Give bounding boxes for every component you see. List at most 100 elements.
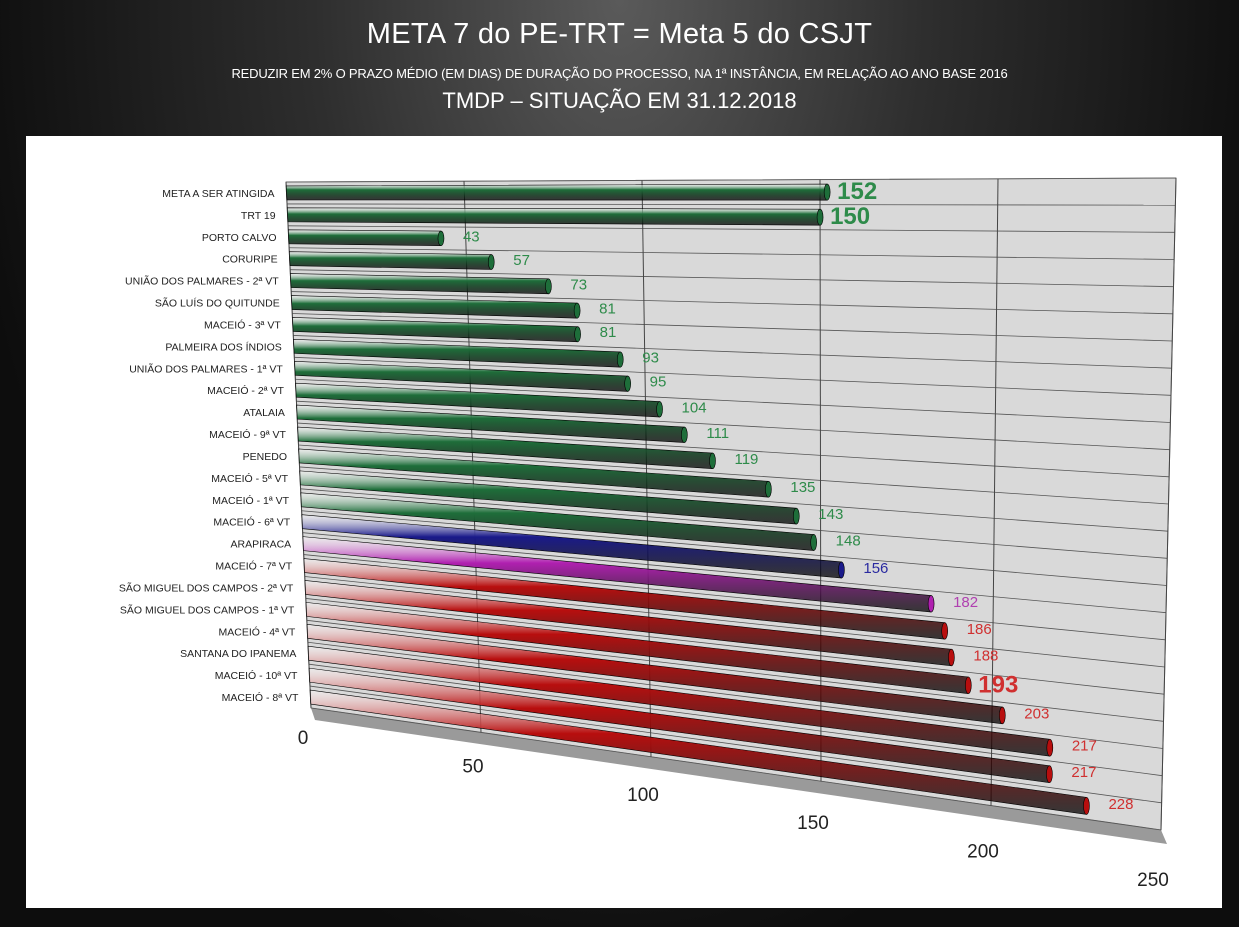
data-label: 104 [682,399,707,416]
data-label: 81 [599,301,616,318]
bar-group: MACEIÓ - 4ª VT 203 [219,623,1049,725]
x-tick-label: 100 [627,785,659,806]
slide-situation-subtitle: TMDP – SITUAÇÃO EM 31.12.2018 [442,88,797,113]
bar-group: SÃO MIGUEL DOS CAMPOS - 1ª VT 193 [120,602,1018,698]
data-label: 217 [1072,738,1097,755]
bar-group: ATALAIA 111 [243,404,729,443]
bar-end-cap [823,183,831,201]
h-gridline [297,422,1170,478]
bar-end-cap [437,230,445,246]
bar-end-cap [927,595,935,613]
bar-end-cap [545,278,552,295]
category-label: PENEDO [243,451,287,463]
bar-end-cap [1046,765,1053,783]
category-label: MACEIÓ - 4ª VT [219,625,296,638]
bar-group: META A SER ATINGIDA 152 [162,178,877,205]
h-gridline [307,641,1163,749]
h-gridline [302,532,1167,614]
bar-group: MACEIÓ - 9ª VT 119 [209,426,758,470]
bar-end-cap [573,302,581,319]
data-label: 135 [790,479,815,496]
bar-group: SANTANA DO IPANEMA 217 [180,645,1097,757]
bar-end-cap [765,481,772,498]
h-gridline [305,598,1165,695]
slide-subtitle: REDUZIR EM 2% O PRAZO MÉDIO (EM DIAS) DE… [231,66,1008,81]
bar-group: PORTO CALVO 43 [202,228,480,246]
bar-group: PENEDO 135 [243,448,815,498]
data-label: 152 [837,178,877,205]
h-gridline [304,576,1165,668]
h-gridline [298,444,1169,505]
data-label: 186 [967,621,992,638]
category-label: MACEIÓ - 6ª VT [213,516,290,529]
h-gridline [287,203,1176,206]
category-label: SANTANA DO IPANEMA [180,648,296,660]
h-gridline [310,707,1162,831]
bar-end-cap [681,426,688,443]
h-gridline [299,466,1168,532]
category-label: SÃO MIGUEL DOS CAMPOS - 1ª VT [120,603,295,616]
data-label: 148 [836,532,861,549]
data-label: 73 [570,276,587,293]
bar [286,207,821,226]
bar-group: MACEIÓ - 2ª VT 104 [207,382,707,418]
bar-end-cap [941,622,948,640]
x-tick-label: 150 [797,813,829,834]
category-label: CORURIPE [222,254,277,266]
h-gridline [288,225,1175,233]
data-label: 95 [650,374,667,391]
category-label: ARAPIRACA [231,539,292,551]
category-label: SÃO LUÍS DO QUITUNDE [155,297,280,310]
bar-group: MACEIÓ - 8ª VT 228 [222,689,1133,815]
category-label: MACEIÓ - 1ª VT [212,494,289,507]
category-label: PORTO CALVO [202,232,277,244]
bar-group: MACEIÓ - 6ª VT 156 [213,514,888,579]
category-label: MACEIÓ - 8ª VT [222,691,299,704]
data-label: 81 [600,324,617,341]
bar-end-cap [838,561,845,579]
category-label: TRT 19 [241,210,276,222]
category-label: MACEIÓ - 10ª VT [215,669,298,682]
h-gridline [291,291,1173,315]
data-label: 57 [513,252,530,269]
data-label: 203 [1024,705,1049,722]
chart-panel: 0 50 100 150 200 250 META A SER ATINGIDA 152 TRT… [26,136,1222,908]
h-gridline [301,510,1167,586]
bar-group: MACEIÓ - 1ª VT 148 [212,492,861,551]
bar-group: SÃO LUÍS DO QUITUNDE 81 [155,295,616,319]
category-label: MACEIÓ - 5ª VT [211,472,288,485]
x-tick-label: 0 [298,728,309,749]
bar-end-cap [616,351,624,368]
data-label: 43 [463,228,480,245]
bar-end-cap [1083,797,1090,815]
bar-end-cap [1046,738,1054,757]
bar-group: MACEIÓ - 5ª VT 143 [211,470,843,525]
data-label: 188 [973,647,998,664]
bar-group: ARAPIRACA 182 [231,536,978,613]
h-gridline [285,177,1177,183]
h-gridline [295,378,1171,423]
category-label: SÃO MIGUEL DOS CAMPOS - 2ª VT [119,581,294,594]
h-gridline [292,313,1173,342]
category-label: MACEIÓ - 3ª VT [204,318,281,331]
data-label: 111 [706,425,729,442]
bar-end-cap [965,676,972,694]
category-label: ATALAIA [243,407,285,419]
bar-group: MACEIÓ - 7ª VT 186 [215,558,992,640]
data-label: 228 [1108,796,1133,813]
plot-floor [311,708,1167,844]
h-gridline [289,247,1175,260]
bar-end-cap [792,507,800,525]
slide-title: META 7 do PE-TRT = Meta 5 do CSJT [366,18,873,50]
data-label: 93 [642,350,659,367]
v-gridline [819,179,822,782]
bar-end-cap [816,208,824,226]
h-gridline [306,619,1164,722]
category-label: MACEIÓ - 7ª VT [215,560,292,573]
x-tick-label: 250 [1137,870,1169,891]
category-label: UNIÃO DOS PALMARES - 2ª VT [125,275,279,288]
h-gridline [308,663,1163,777]
h-gridline [290,269,1174,288]
bar-group: SÃO MIGUEL DOS CAMPOS - 2ª VT 188 [119,580,998,667]
